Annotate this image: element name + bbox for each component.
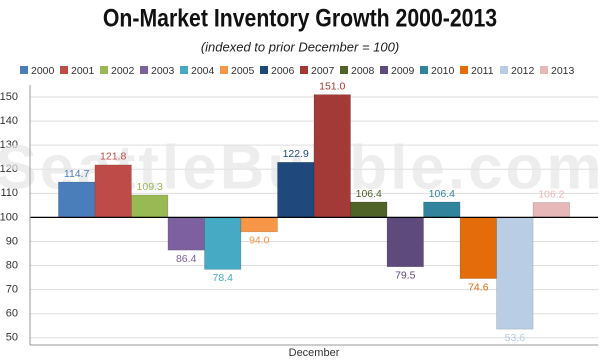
- legend-label: 2006: [271, 65, 295, 77]
- y-tick-label: 140: [0, 115, 18, 127]
- legend-swatch: [20, 66, 28, 74]
- bar: [350, 201, 388, 218]
- y-tick-label: 90: [6, 235, 18, 247]
- bar: [58, 181, 96, 218]
- legend-swatch: [380, 66, 388, 74]
- legend-label: 2007: [311, 65, 335, 77]
- bar: [459, 217, 497, 279]
- y-tick-label: 120: [0, 163, 18, 175]
- legend-label: 2004: [191, 65, 215, 77]
- legend-swatch: [220, 66, 228, 74]
- value-label: 106.2: [538, 188, 564, 200]
- bar: [167, 217, 205, 251]
- value-label: 94.0: [249, 235, 270, 247]
- y-tick-label: 150: [0, 91, 18, 103]
- legend-label: 2002: [111, 65, 135, 77]
- legend-swatch: [540, 66, 548, 74]
- legend-label: 2009: [391, 65, 415, 77]
- y-tick-label: 60: [6, 308, 18, 320]
- value-label: 79.5: [395, 270, 416, 282]
- legend-label: 2012: [511, 65, 535, 77]
- value-label: 121.8: [100, 151, 126, 163]
- legend-swatch: [340, 66, 348, 74]
- value-label: 106.4: [429, 188, 455, 200]
- y-tick-label: 70: [6, 284, 18, 296]
- legend-label: 2001: [71, 65, 95, 77]
- legend-swatch: [460, 66, 468, 74]
- bar: [277, 162, 315, 218]
- legend-swatch: [140, 66, 148, 74]
- y-tick-label: 100: [0, 211, 18, 223]
- value-label: 53.6: [505, 332, 526, 344]
- legend-label: 2003: [151, 65, 175, 77]
- y-tick-label: 130: [0, 139, 18, 151]
- chart-title: On-Market Inventory Growth 2000-2013: [103, 4, 497, 32]
- legend-swatch: [180, 66, 188, 74]
- legend-swatch: [60, 66, 68, 74]
- legend-label: 2005: [231, 65, 255, 77]
- value-label: 114.7: [64, 168, 90, 180]
- legend-label: 2000: [31, 65, 55, 77]
- legend-swatch: [500, 66, 508, 74]
- legend-label: 2013: [551, 65, 575, 77]
- bar: [496, 217, 534, 330]
- legend-swatch: [100, 66, 108, 74]
- y-tick-label: 50: [6, 332, 18, 344]
- bar: [532, 202, 570, 218]
- legend-label: 2010: [431, 65, 455, 77]
- bar: [94, 164, 132, 218]
- value-label: 122.9: [283, 148, 309, 160]
- legend-swatch: [300, 66, 308, 74]
- bar: [204, 217, 242, 270]
- bar: [423, 201, 461, 218]
- y-tick-label: 80: [6, 259, 18, 271]
- bar: [313, 94, 351, 218]
- y-tick-label: 110: [0, 187, 18, 199]
- value-label: 106.4: [356, 188, 382, 200]
- legend-label: 2011: [471, 65, 494, 77]
- bar: [386, 217, 424, 268]
- x-tick-label: December: [289, 347, 340, 359]
- value-label: 109.3: [137, 181, 163, 193]
- legend-swatch: [420, 66, 428, 74]
- value-label: 78.4: [212, 272, 233, 284]
- value-label: 74.6: [468, 281, 489, 293]
- value-label: 151.0: [319, 80, 345, 92]
- value-label: 86.4: [176, 253, 197, 265]
- legend-swatch: [260, 66, 268, 74]
- bar: [131, 194, 169, 218]
- chart-subtitle: (indexed to prior December = 100): [201, 39, 399, 54]
- bar: [240, 217, 278, 233]
- legend-label: 2008: [351, 65, 375, 77]
